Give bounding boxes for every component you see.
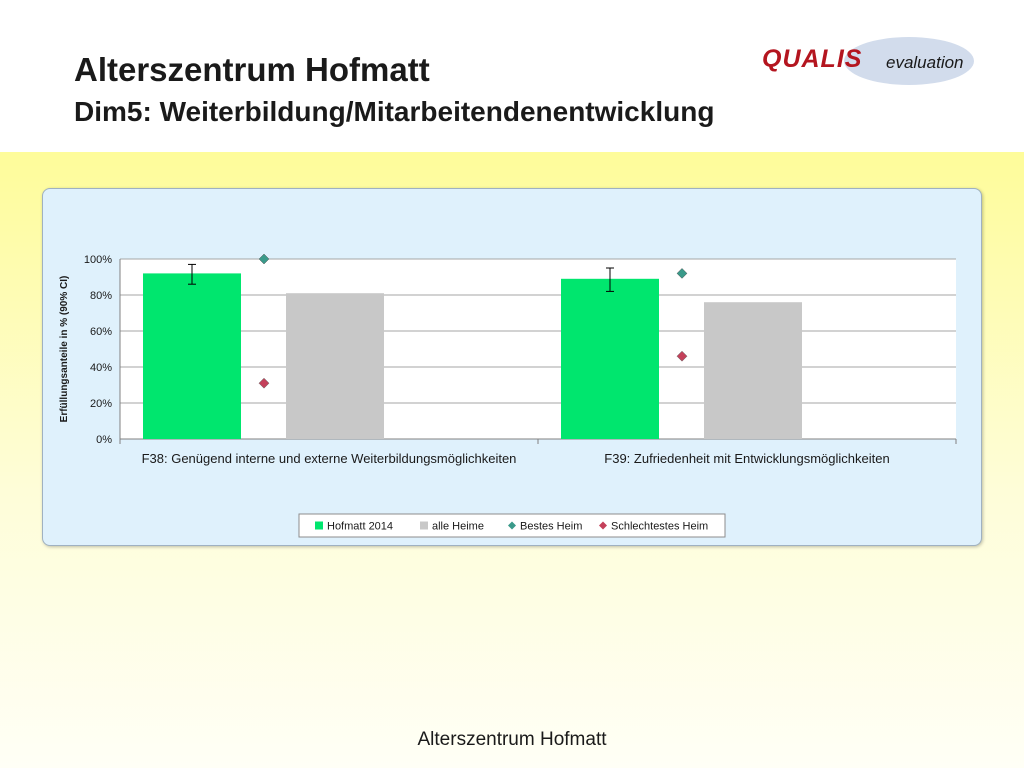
slide-footer: Alterszentrum Hofmatt [417, 729, 607, 750]
plot-area [120, 259, 956, 439]
x-category-label: F39: Zufriedenheit mit Entwicklungsmögli… [604, 451, 889, 466]
y-axis-title: Erfüllungsanteile in % (90% CI) [59, 276, 70, 423]
legend-item-bestes-heim-label: Bestes Heim [520, 521, 582, 533]
qualis-logo: QUALIS evaluation [752, 36, 992, 88]
slide-subtitle: Dim5: Weiterbildung/Mitarbeitendenentwic… [74, 96, 715, 127]
chart: 0% 20% 40% 60% 80% 100% Erfüllungsanteile in %… [59, 253, 957, 538]
legend-item-schlechtestes-heim-swatch [599, 521, 607, 530]
slide-header: Alterszentrum Hofmatt Dim5: Weiterbildun… [0, 0, 1024, 152]
legend-item-hofmatt-swatch [315, 521, 323, 530]
legend-item-alle-heime-swatch [420, 521, 428, 530]
legend-item-bestes-heim-swatch [508, 521, 516, 530]
x-category-label: F38: Genügend interne und externe Weiter… [142, 451, 517, 466]
bar-hofmatt [561, 278, 659, 439]
marker-schlechtestes-heim [676, 350, 688, 362]
y-tick-label: 20% [90, 398, 112, 410]
slide-title: Alterszentrum Hofmatt [74, 51, 430, 88]
y-tick-label: 100% [84, 254, 112, 266]
bar-alle-heime [286, 293, 384, 439]
y-tick-label: 40% [90, 362, 112, 374]
y-tick-label: 80% [90, 290, 112, 302]
chart-panel: 0% 20% 40% 60% 80% 100% Erfüllungsanteile in %… [42, 188, 982, 546]
bar-alle-heime [704, 302, 802, 439]
y-tick-label: 60% [90, 326, 112, 338]
logo-suffix: evaluation [886, 53, 964, 72]
marker-bestes-heim [676, 268, 688, 279]
marker-schlechtestes-heim [258, 377, 270, 389]
logo-ellipse [844, 37, 974, 85]
y-tick-label: 0% [96, 434, 112, 446]
marker-bestes-heim [258, 253, 270, 265]
legend-item-alle-heime-label: alle Heime [432, 521, 484, 533]
legend-item-hofmatt-label: Hofmatt 2014 [327, 521, 393, 533]
legend-item-schlechtestes-heim-label: Schlechtestes Heim [611, 521, 708, 533]
bar-hofmatt [143, 273, 241, 439]
logo-brand: QUALIS [762, 45, 863, 73]
